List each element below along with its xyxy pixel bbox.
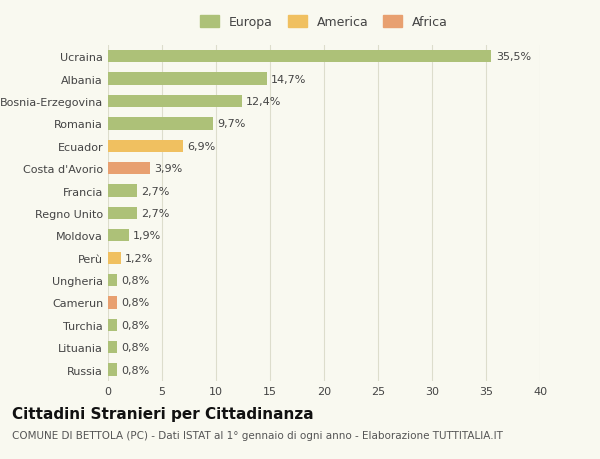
Text: COMUNE DI BETTOLA (PC) - Dati ISTAT al 1° gennaio di ogni anno - Elaborazione TU: COMUNE DI BETTOLA (PC) - Dati ISTAT al 1… [12, 431, 503, 441]
Text: 0,8%: 0,8% [121, 365, 149, 375]
Text: 0,8%: 0,8% [121, 342, 149, 353]
Bar [108, 274, 116, 286]
Text: Cittadini Stranieri per Cittadinanza: Cittadini Stranieri per Cittadinanza [12, 406, 314, 421]
Bar [108, 185, 137, 197]
Text: 2,7%: 2,7% [142, 186, 170, 196]
Text: 0,8%: 0,8% [121, 275, 149, 285]
Text: 1,2%: 1,2% [125, 253, 154, 263]
Legend: Europa, America, Africa: Europa, America, Africa [196, 12, 452, 33]
Bar [108, 51, 491, 63]
Text: 2,7%: 2,7% [142, 208, 170, 218]
Bar [108, 319, 116, 331]
Bar [108, 162, 150, 175]
Bar [108, 364, 116, 376]
Bar [108, 252, 121, 264]
Text: 9,7%: 9,7% [217, 119, 245, 129]
Text: 1,9%: 1,9% [133, 231, 161, 241]
Text: 0,8%: 0,8% [121, 298, 149, 308]
Bar [108, 140, 182, 152]
Text: 12,4%: 12,4% [246, 97, 281, 107]
Bar [108, 341, 116, 353]
Text: 3,9%: 3,9% [154, 164, 182, 174]
Text: 35,5%: 35,5% [496, 52, 531, 62]
Bar [108, 207, 137, 219]
Bar [108, 230, 128, 242]
Bar [108, 73, 267, 85]
Text: 6,9%: 6,9% [187, 141, 215, 151]
Bar [108, 95, 242, 108]
Text: 14,7%: 14,7% [271, 74, 307, 84]
Text: 0,8%: 0,8% [121, 320, 149, 330]
Bar [108, 118, 213, 130]
Bar [108, 297, 116, 309]
